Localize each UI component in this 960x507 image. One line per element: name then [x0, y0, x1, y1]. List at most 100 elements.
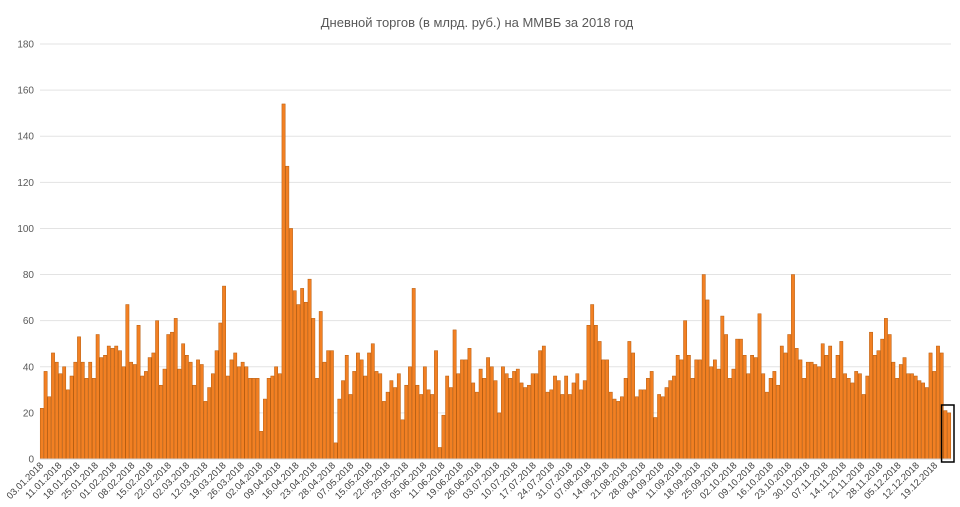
bar — [203, 401, 208, 460]
bar — [616, 401, 621, 460]
bar — [690, 378, 695, 460]
bar — [333, 442, 338, 460]
bar — [39, 408, 44, 460]
bar — [932, 371, 937, 460]
bar — [326, 350, 331, 460]
bar — [419, 394, 424, 460]
bar — [660, 396, 665, 460]
bar — [683, 320, 688, 460]
bar — [605, 359, 609, 460]
bar — [396, 373, 401, 460]
bar — [876, 350, 881, 460]
bar — [158, 384, 163, 460]
bar — [657, 394, 661, 460]
bar — [698, 359, 702, 460]
y-tick-label: 60 — [23, 316, 35, 327]
bar — [805, 361, 810, 460]
bar — [601, 359, 606, 460]
bar — [434, 350, 438, 460]
bar — [787, 334, 792, 460]
bar — [151, 352, 156, 460]
bar — [902, 357, 907, 460]
bar — [285, 165, 290, 460]
bar — [906, 373, 911, 460]
bar — [66, 389, 70, 460]
bar — [415, 384, 420, 460]
bar — [869, 331, 873, 460]
bar — [69, 375, 74, 460]
bar — [196, 359, 200, 460]
bar — [441, 414, 446, 460]
bar — [463, 359, 468, 460]
bar — [846, 378, 851, 460]
bar — [597, 341, 602, 460]
bar — [58, 373, 63, 460]
bar — [356, 352, 360, 460]
bar — [523, 387, 528, 460]
bar — [118, 350, 122, 460]
bar — [110, 348, 115, 460]
bar — [173, 318, 178, 460]
bar — [218, 322, 223, 460]
bar — [545, 391, 550, 460]
bar — [341, 380, 345, 460]
bar — [913, 375, 918, 460]
bar — [255, 378, 260, 460]
bar — [452, 329, 457, 460]
bar — [515, 368, 520, 460]
bar — [330, 350, 334, 460]
bar — [564, 375, 569, 460]
bar — [188, 361, 193, 460]
bar — [646, 378, 650, 460]
bar — [266, 378, 271, 460]
bar — [627, 341, 632, 460]
y-tick-label: 0 — [28, 455, 34, 466]
bar — [244, 366, 249, 460]
bar — [311, 318, 316, 460]
bar — [768, 378, 773, 460]
bar — [315, 378, 319, 460]
bar — [850, 382, 855, 460]
bar — [642, 389, 647, 460]
bar — [422, 366, 427, 460]
bar — [207, 387, 212, 460]
bar — [300, 288, 305, 460]
bar — [753, 357, 758, 460]
bar — [809, 361, 814, 460]
y-tick-label: 40 — [23, 362, 35, 373]
bar — [51, 352, 55, 460]
bar — [843, 373, 847, 460]
bar — [303, 301, 308, 460]
bar — [720, 315, 725, 460]
bar — [199, 364, 204, 460]
bar — [92, 378, 96, 460]
bar — [497, 412, 502, 460]
chart-title: Дневной торгов (в млрд. руб.) на ММВБ за… — [321, 15, 634, 30]
bar — [884, 318, 888, 460]
bar — [880, 338, 885, 460]
bar — [222, 285, 226, 460]
bar — [620, 396, 624, 460]
bar — [489, 366, 494, 460]
bar — [634, 396, 639, 460]
bar — [530, 373, 535, 460]
bar — [802, 378, 807, 460]
y-tick-label: 100 — [17, 224, 34, 235]
bar — [233, 352, 238, 460]
bar — [478, 368, 483, 460]
bar — [296, 304, 301, 460]
bar — [638, 389, 643, 460]
bar — [170, 331, 174, 460]
bar — [504, 373, 509, 460]
bar — [724, 334, 728, 460]
bar — [147, 357, 152, 460]
bar — [363, 375, 368, 460]
bar — [411, 288, 416, 460]
bar — [541, 345, 546, 460]
bar — [43, 371, 48, 460]
bar — [501, 366, 505, 460]
bar — [106, 345, 111, 460]
bar — [132, 364, 137, 460]
bar — [448, 387, 453, 460]
bar — [668, 380, 673, 460]
